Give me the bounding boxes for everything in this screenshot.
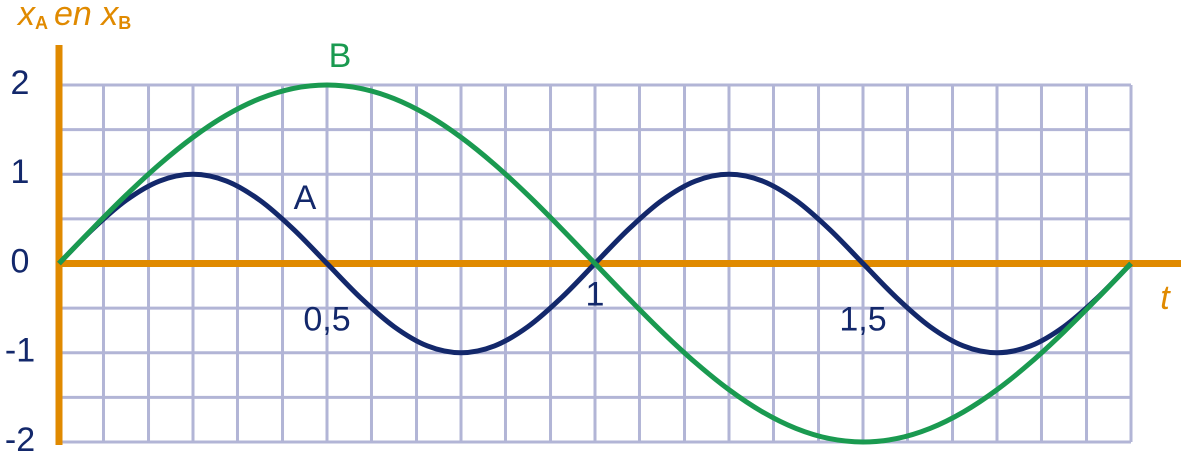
y-tick-label: 1 bbox=[11, 153, 30, 191]
y-label-part: x bbox=[16, 0, 36, 33]
y-label-subscript: A bbox=[35, 13, 48, 33]
y-tick-label: -1 bbox=[5, 332, 35, 370]
x-tick-label: 0,5 bbox=[303, 300, 350, 338]
y-axis-label: xA en xB bbox=[16, 0, 131, 33]
series-line bbox=[57, 82, 1133, 445]
y-label-subscript: B bbox=[118, 13, 131, 33]
y-tick-label: 0 bbox=[11, 242, 30, 280]
x-axis-label: t bbox=[1160, 279, 1171, 317]
axes bbox=[55, 45, 1181, 445]
series-label: B bbox=[329, 37, 352, 75]
y-tick-label: 2 bbox=[11, 64, 30, 102]
x-tick-label: 1,5 bbox=[839, 300, 886, 338]
y-label-part: en x bbox=[54, 0, 119, 33]
y-tick-label: -2 bbox=[5, 421, 35, 459]
x-tick-label: 1 bbox=[586, 275, 605, 313]
curves bbox=[57, 82, 1133, 445]
series-label: A bbox=[294, 179, 317, 217]
